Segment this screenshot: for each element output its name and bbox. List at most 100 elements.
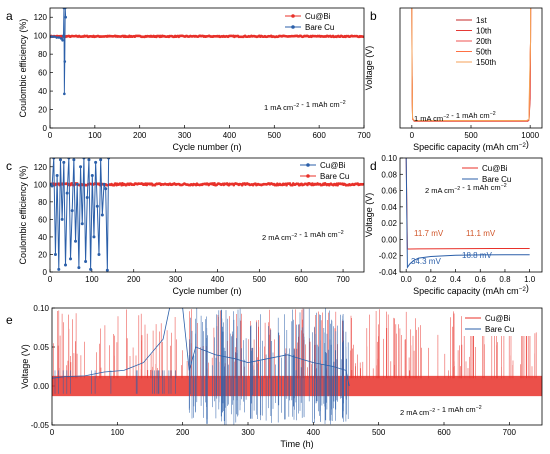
- x-tick-label: 400: [223, 131, 237, 140]
- x-tick-label: 700: [503, 428, 517, 437]
- x-tick-label: 0: [48, 275, 53, 284]
- bare-cu-point: [69, 257, 73, 261]
- y-tick-label: 120: [34, 13, 48, 22]
- legend-label: Cu@Bi: [305, 12, 331, 21]
- cycle-curve: [411, 8, 532, 122]
- bare-cu-point: [50, 35, 54, 38]
- cycle-curve: [411, 8, 532, 122]
- x-tick-label: 0: [50, 428, 55, 437]
- plot-area: [405, 158, 530, 269]
- bare-cu-point: [84, 259, 88, 263]
- legend-label: Bare Cu: [485, 325, 514, 334]
- data-label-bare-right: 18.8 mV: [462, 251, 492, 260]
- x-tick-label: 0.2: [425, 275, 437, 284]
- bare-cu-line: [50, 8, 67, 94]
- bare-cu-point: [90, 174, 94, 178]
- panel-c: 0 100 200 300 400 500 600 700 0 20 40 60 80 100 120 Cyc…: [6, 157, 365, 296]
- x-tick-label: 200: [176, 428, 190, 437]
- bare-cu-point: [102, 182, 106, 186]
- x-tick-label: 0.8: [499, 275, 511, 284]
- y-tick-label: 20: [38, 250, 47, 259]
- y-tick-label: 0: [43, 268, 48, 277]
- bare-cu-point: [95, 204, 99, 208]
- bare-cu-spikes: [54, 308, 349, 425]
- bare-cu-point: [53, 252, 57, 256]
- x-axis-title: Time (h): [280, 439, 313, 449]
- y-tick-label: 40: [38, 233, 47, 242]
- data-label-cu-bi-right: 11.1 mV: [466, 229, 496, 238]
- x-tick-label: 300: [178, 131, 192, 140]
- x-tick-label: 600: [312, 131, 326, 140]
- y-tick-label: 120: [34, 163, 48, 172]
- panel-letter: b: [370, 9, 377, 23]
- bare-cu-point: [57, 36, 61, 39]
- x-tick-label: 1.0: [524, 275, 536, 284]
- x-tick-label: 1000: [521, 131, 539, 140]
- bare-cu-point: [72, 158, 76, 162]
- bare-cu-point: [104, 187, 108, 191]
- panel-letter: e: [6, 313, 13, 327]
- bare-cu-point: [92, 235, 96, 239]
- y-tick-label: -0.04: [379, 268, 398, 277]
- y-tick-label: 100: [34, 180, 48, 189]
- x-tick-label: 300: [241, 428, 255, 437]
- x-axis-title: Specific capacity (mAh cm−2): [413, 139, 529, 152]
- bare-cu-point: [61, 39, 64, 42]
- cycle-curve: [411, 8, 532, 122]
- bare-cu-point: [75, 182, 79, 186]
- bare-cu-point: [89, 267, 93, 271]
- plot-area: [411, 8, 532, 122]
- condition-annotation: 2 mA cm−2 - 1 mAh cm−2: [262, 230, 344, 242]
- bare-cu-point: [79, 165, 83, 169]
- legend-label: 1st: [476, 16, 487, 25]
- x-tick-label: 500: [372, 428, 386, 437]
- bare-cu-point: [57, 267, 61, 271]
- x-tick-label: 0.4: [450, 275, 462, 284]
- panel-e: 0 100 200 300 400 500 600 700 -0.05 0.00 0.05 0.10 T…: [6, 304, 543, 449]
- legend-label: 50th: [476, 48, 492, 57]
- panel-letter: d: [370, 159, 377, 173]
- plot-frame: [399, 157, 543, 273]
- bare-cu-point: [63, 60, 67, 63]
- bare-cu-point: [94, 160, 98, 164]
- voltage-curve: [405, 158, 530, 250]
- bare-cu-point: [85, 195, 89, 199]
- x-tick-label: 500: [253, 275, 267, 284]
- x-tick-label: 500: [268, 131, 282, 140]
- bare-cu-point: [64, 15, 67, 19]
- bare-cu-point: [58, 158, 62, 162]
- bare-cu-point: [100, 213, 104, 217]
- x-tick-label: 300: [169, 275, 183, 284]
- data-label-bare-left: 34.3 mV: [411, 257, 441, 266]
- condition-annotation: 1 mA cm−2 - 1 mAh cm−2: [264, 100, 346, 112]
- cycle-curve: [411, 8, 532, 122]
- y-tick-label: 0.00: [33, 382, 49, 391]
- plot-area: [50, 8, 364, 96]
- y-tick-label: 0.02: [381, 219, 397, 228]
- legend-label: Cu@Bi: [482, 164, 508, 173]
- legend-label: 20th: [476, 37, 492, 46]
- y-tick-label: 100: [34, 32, 48, 41]
- bare-cu-point: [74, 239, 78, 243]
- panel-d: 0.0 0.2 0.4 0.6 0.8 1.0 -0.04 -0.02 0.00 0.02 0.04…: [364, 154, 543, 296]
- bare-cu-point: [62, 160, 66, 164]
- legend-label: Cu@Bi: [320, 161, 346, 170]
- x-tick-label: 500: [464, 131, 478, 140]
- y-tick-label: 80: [38, 50, 47, 59]
- legend-marker: [306, 163, 310, 167]
- y-tick-label: 60: [38, 69, 47, 78]
- panel-a: 0 100 200 300 400 500 600 700 0 20 40 60 80 100 120 Cyc…: [6, 7, 371, 152]
- condition-annotation: 2 mA cm−2 - 1 mAh cm−2: [425, 183, 507, 195]
- legend-label: Bare Cu: [320, 172, 349, 181]
- y-tick-label: 0: [43, 124, 48, 133]
- y-axis-title: Coulombic efficiency (%): [18, 19, 28, 118]
- x-tick-label: 0.6: [475, 275, 487, 284]
- bare-cu-point: [87, 158, 91, 162]
- x-axis-title: Specific capacity (mAh cm−2): [413, 283, 529, 296]
- bare-cu-point: [63, 263, 67, 267]
- cu-bi-point: [362, 35, 364, 38]
- x-tick-label: 700: [336, 275, 350, 284]
- bare-cu-point: [53, 35, 56, 38]
- bare-cu-point: [80, 222, 84, 226]
